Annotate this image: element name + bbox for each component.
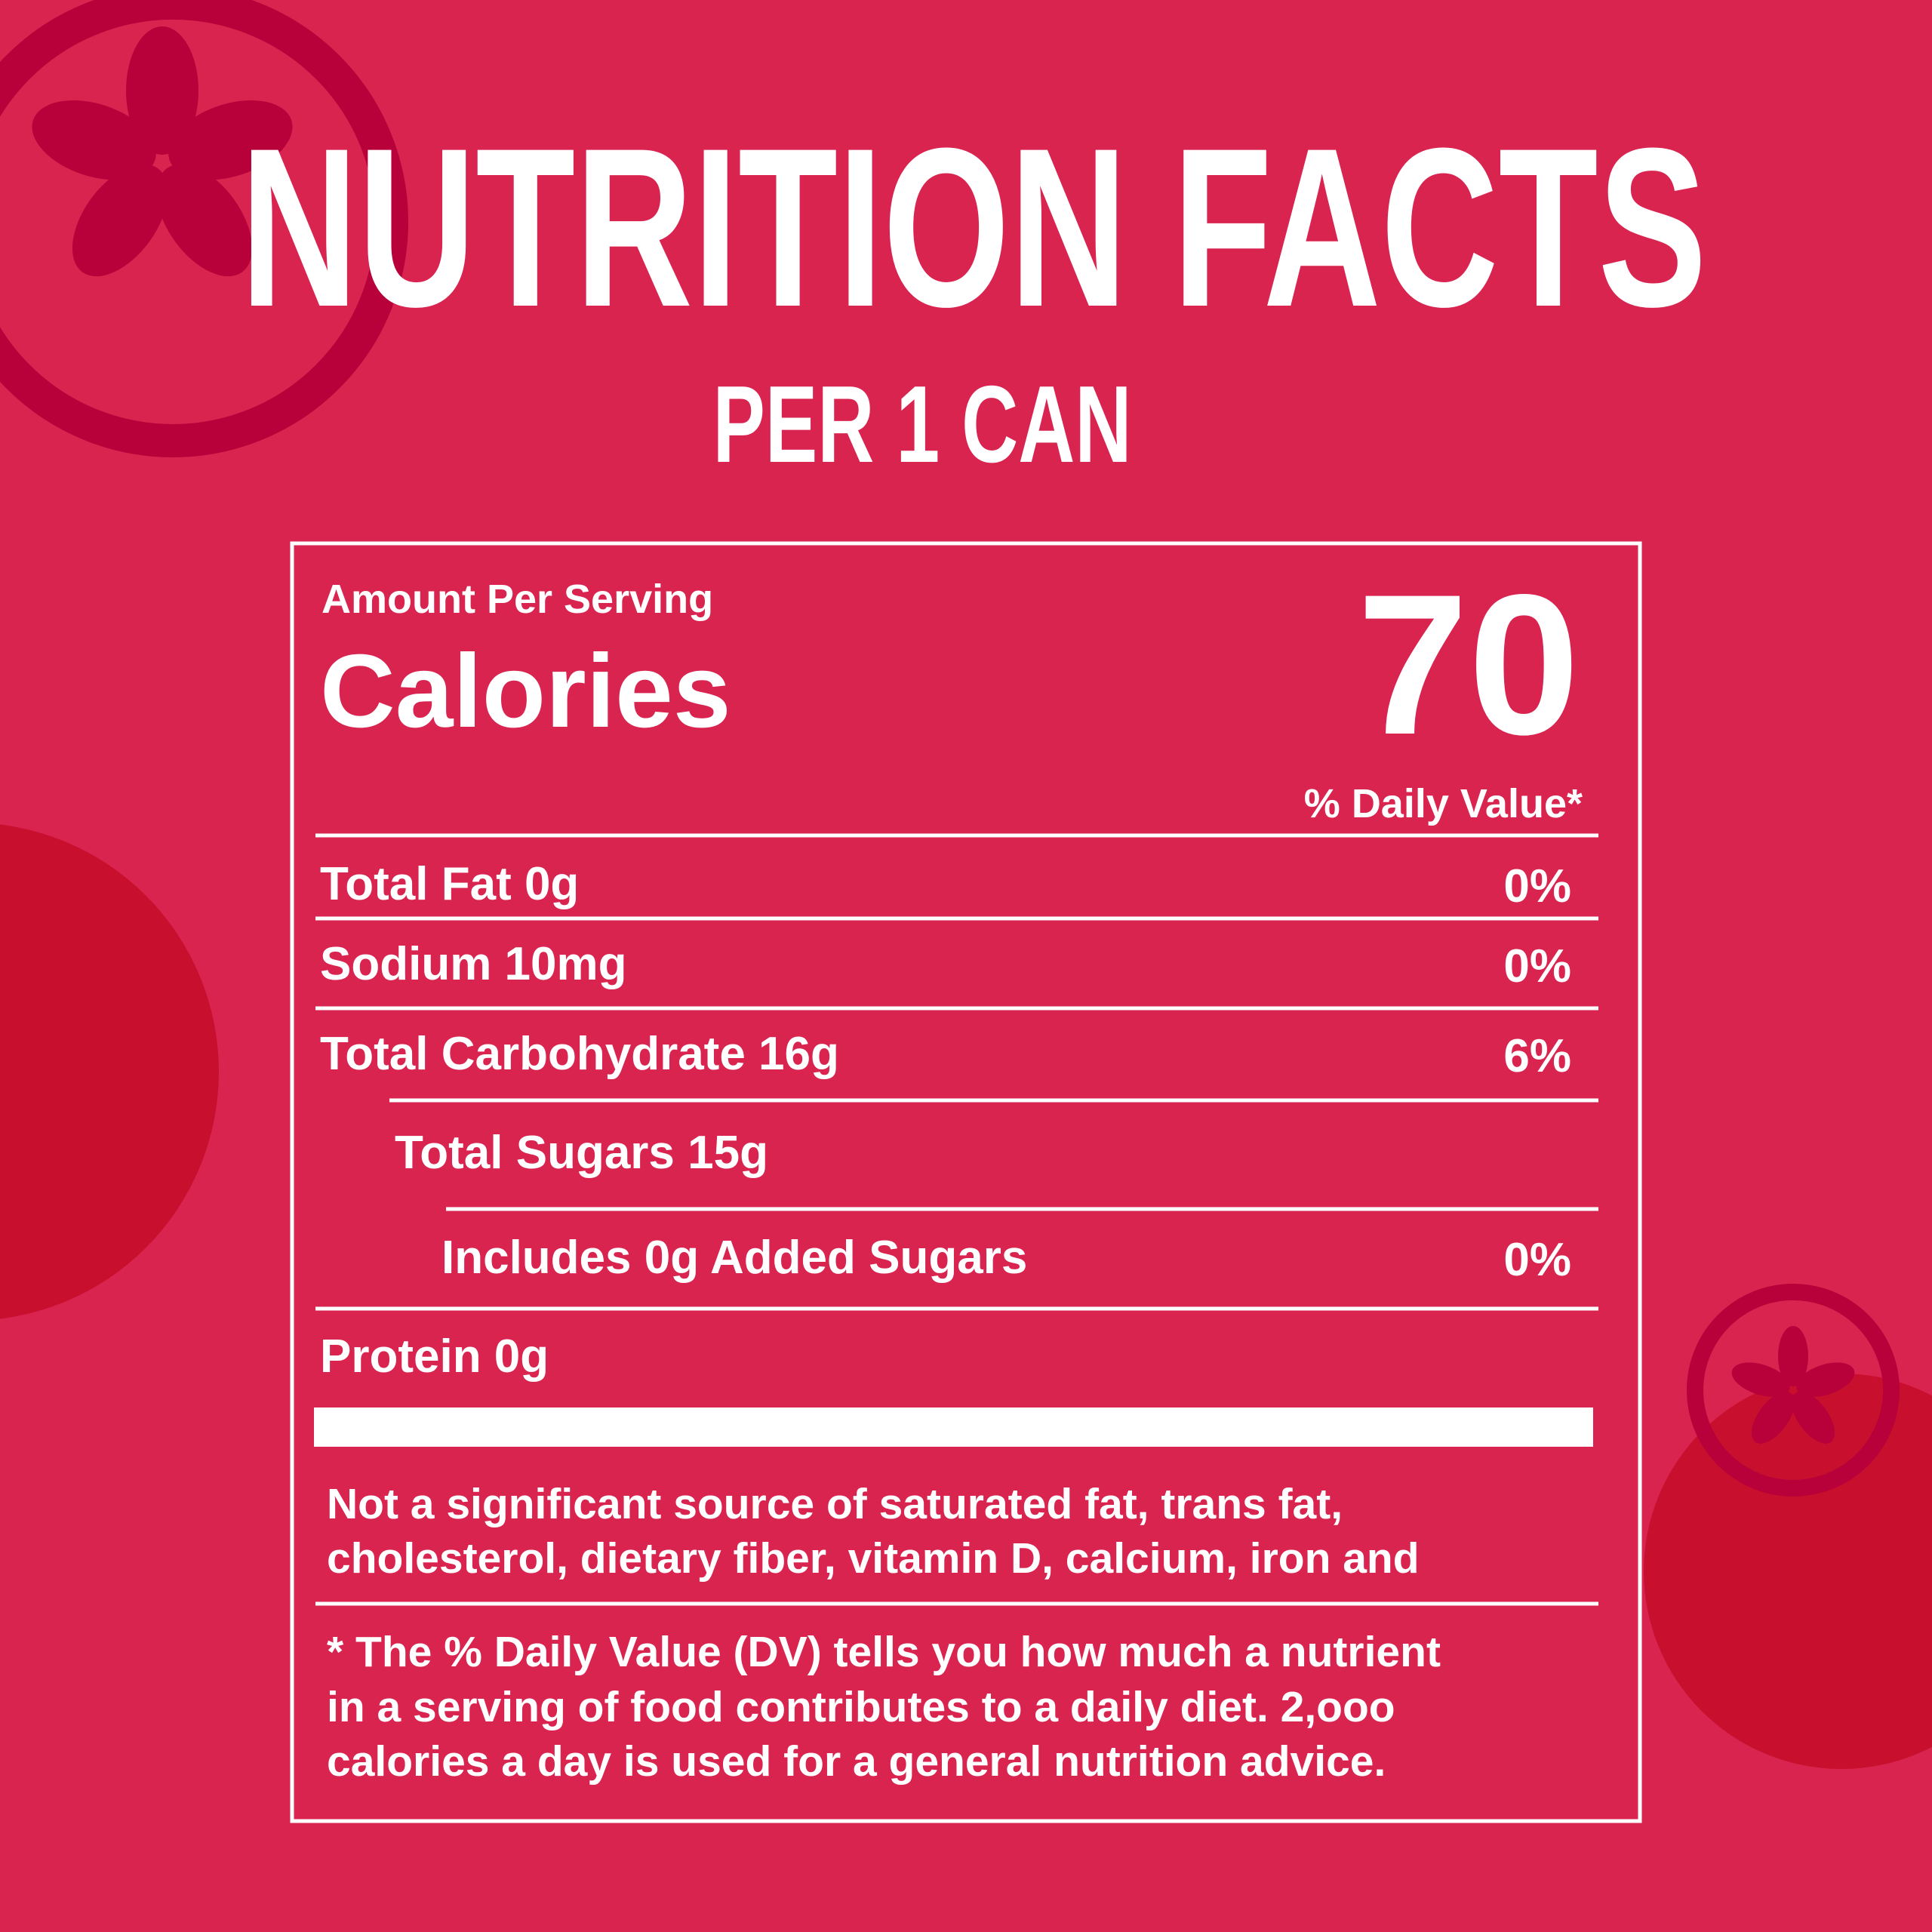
calories-label: Calories (320, 633, 731, 749)
thick-bar (314, 1407, 1593, 1447)
footnote-line: in a serving of food contributes to a da… (327, 1683, 1395, 1731)
note-line: cholesterol, dietary fiber, vitamin D, c… (327, 1534, 1420, 1583)
footnote-line: calories a day is used for a general nut… (327, 1737, 1386, 1786)
subtitle: PER 1 CAN (713, 363, 1132, 485)
row-dv: 0% (1503, 940, 1571, 992)
row-label: Protein 0g (320, 1331, 549, 1383)
row-label: Total Fat 0g (320, 858, 579, 910)
row-label: Total Sugars 15g (395, 1127, 768, 1179)
calories-value: 70 (1357, 553, 1580, 777)
row-label: Sodium 10mg (320, 938, 627, 990)
decor-fruit-left (0, 824, 219, 1319)
label-box (290, 541, 1642, 1823)
decor-bottom-right (1687, 1284, 1900, 1497)
footnote-line: * The % Daily Value (DV) tells you how m… (327, 1628, 1441, 1676)
note-line: Not a significant source of saturated fa… (327, 1480, 1343, 1528)
row-label: Total Carbohydrate 16g (320, 1028, 839, 1080)
amount-per-serving: Amount Per Serving (321, 577, 713, 622)
row-dv: 6% (1503, 1030, 1571, 1082)
row-dv: 0% (1503, 860, 1571, 912)
title: NUTRITION FACTS (241, 100, 1707, 354)
row-dv: 0% (1503, 1234, 1571, 1286)
decor-top-left (0, 0, 408, 457)
row-label: Includes 0g Added Sugars (441, 1232, 1027, 1284)
daily-value-header: % Daily Value* (1304, 781, 1583, 826)
